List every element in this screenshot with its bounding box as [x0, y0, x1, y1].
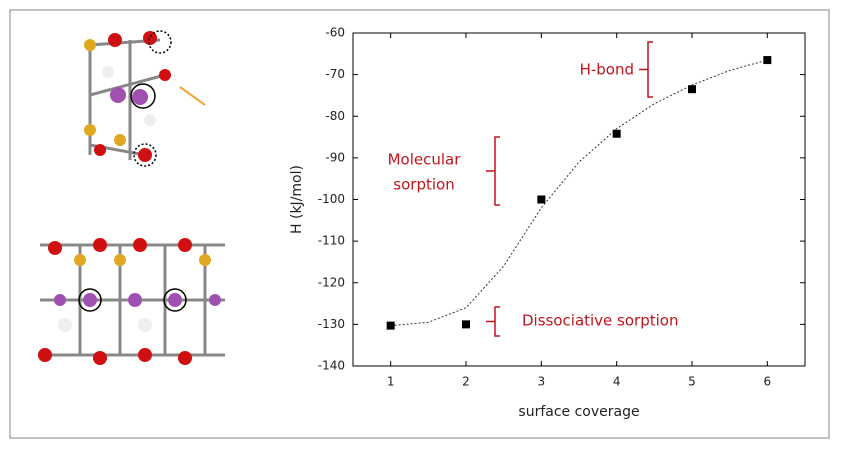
x-tick-label: 3 — [538, 375, 546, 389]
point — [386, 321, 395, 330]
y-tick-label: -70 — [325, 67, 345, 81]
y-tick-label: -140 — [318, 359, 345, 373]
y-tick-label: -80 — [325, 109, 345, 123]
point — [537, 195, 546, 204]
x-tick-label: 1 — [387, 375, 395, 389]
bracket — [639, 41, 653, 98]
y-tick-label: -110 — [318, 234, 345, 248]
x-tick-label: 2 — [462, 375, 470, 389]
y-tick-label: -100 — [318, 192, 345, 206]
y-tick-label: -130 — [318, 317, 345, 331]
annotation: sorption — [393, 176, 454, 194]
point — [612, 129, 621, 138]
structure-bottom — [38, 238, 225, 365]
y-tick-label: -120 — [318, 275, 345, 289]
annotation: Dissociative sorption — [522, 312, 678, 330]
y-tick-label: -90 — [325, 150, 345, 164]
annotation: Molecular — [388, 151, 462, 169]
point — [688, 85, 696, 94]
frame — [9, 9, 830, 439]
fit-curve — [390, 59, 768, 327]
x-tick-label: 5 — [688, 375, 696, 389]
x-tick-label: 6 — [764, 375, 772, 389]
x-tick-label: 4 — [613, 375, 621, 389]
point — [462, 320, 470, 329]
structure-top — [84, 30, 206, 167]
y-tick-label: -60 — [325, 26, 345, 40]
y-axis-label: H (kJ/mol) — [289, 165, 305, 234]
x-axis-label: surface coverage — [518, 404, 639, 420]
bracket — [486, 306, 500, 337]
point — [763, 56, 772, 65]
bracket — [486, 136, 500, 206]
annotation: H-bond — [580, 61, 634, 79]
